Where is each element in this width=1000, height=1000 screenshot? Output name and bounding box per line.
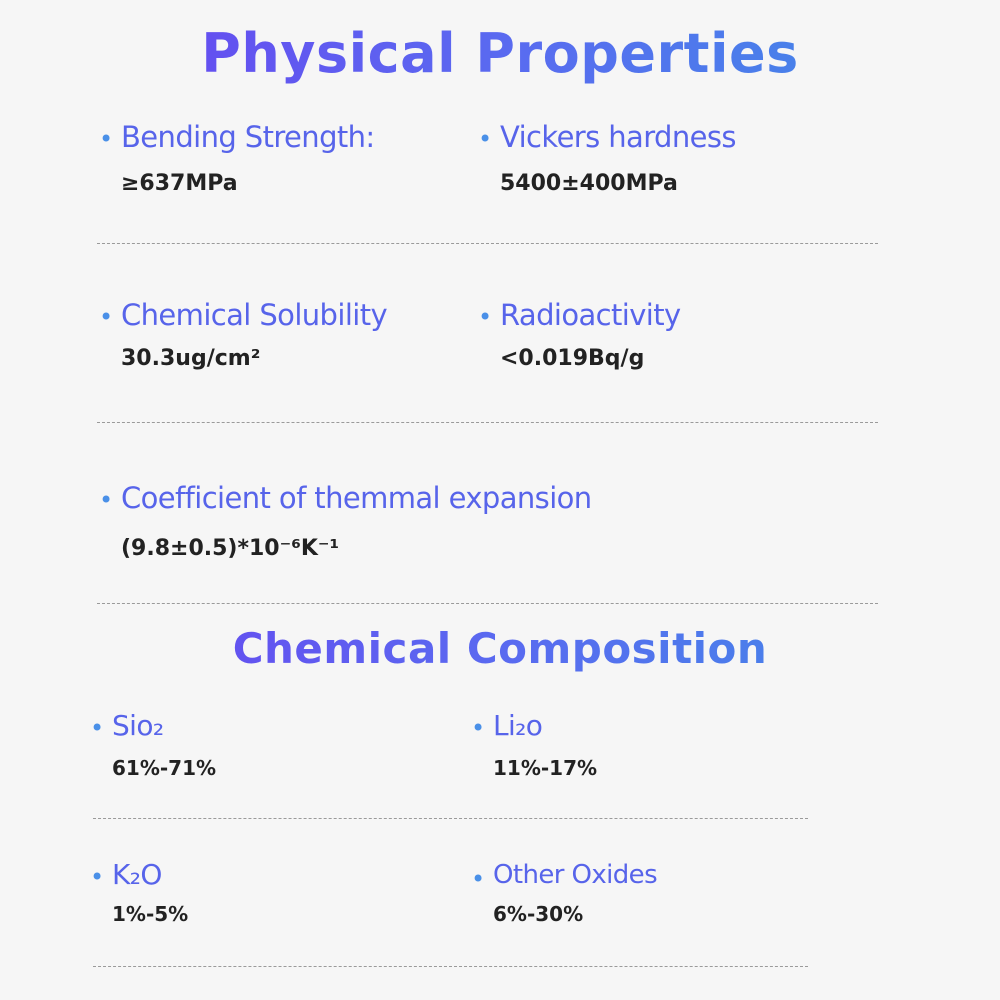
property-value: 30.3ug/cm²	[121, 346, 261, 371]
property-value: ≥637MPa	[121, 171, 238, 196]
component-value: 6%-30%	[493, 902, 584, 926]
property-label: Radioactivity	[478, 298, 681, 336]
component-value: 11%-17%	[493, 756, 598, 780]
divider	[97, 422, 878, 423]
section-title: Physical Properties	[0, 22, 1000, 85]
property-label: Bending Strength:	[99, 120, 375, 158]
property-value: (9.8±0.5)*10⁻⁶K⁻¹	[121, 536, 340, 561]
property-label: Coefficient of themmal expansion	[99, 481, 592, 519]
component-label: Li₂o	[471, 709, 543, 747]
property-label: Vickers hardness	[478, 120, 736, 158]
divider	[97, 243, 878, 244]
component-value: 61%-71%	[112, 756, 217, 780]
section-title: Chemical Composition	[0, 624, 1000, 673]
property-value: 5400±400MPa	[500, 171, 678, 196]
component-label: Other Oxides	[471, 860, 658, 898]
divider	[93, 818, 808, 819]
divider	[97, 603, 878, 604]
component-value: 1%-5%	[112, 902, 189, 926]
divider	[93, 966, 808, 967]
property-value: <0.019Bq/g	[500, 346, 645, 371]
component-label: K₂O	[90, 858, 162, 896]
property-label: Chemical Solubility	[99, 298, 388, 336]
component-label: Sio₂	[90, 709, 164, 747]
